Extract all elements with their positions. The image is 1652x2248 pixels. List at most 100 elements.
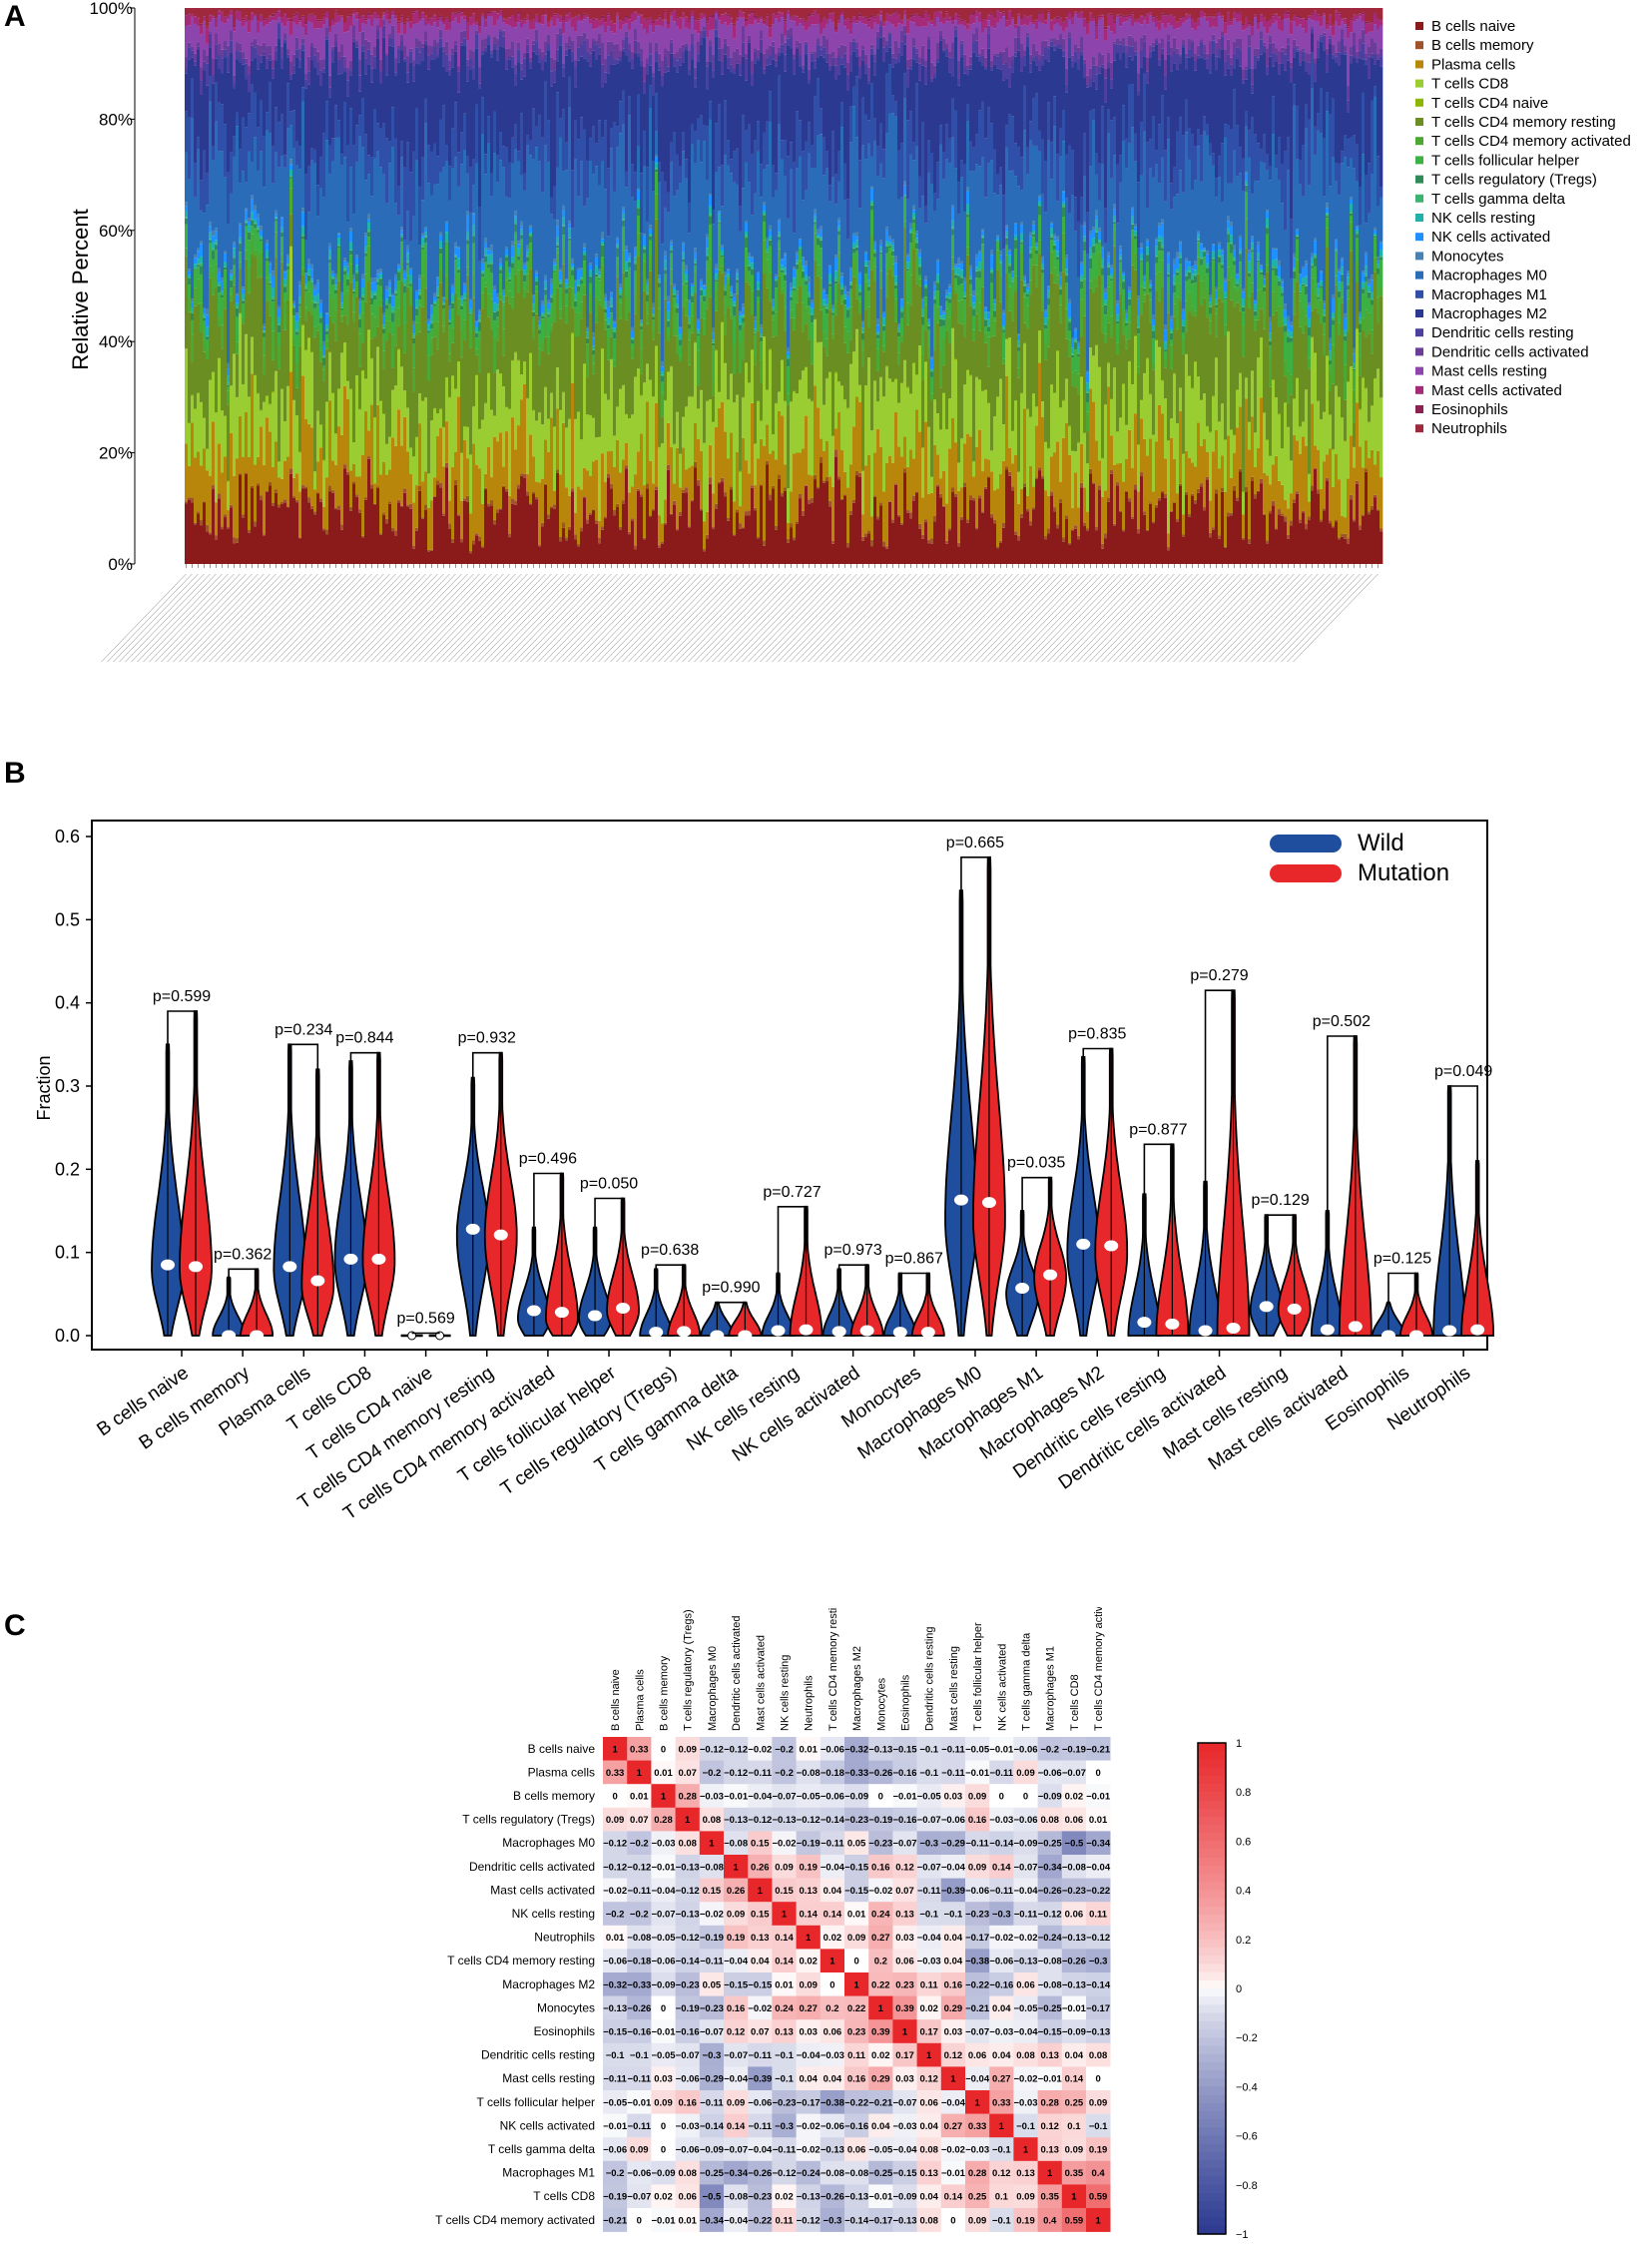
bar-segment bbox=[227, 172, 231, 225]
bar-segment bbox=[206, 335, 210, 337]
bar-segment bbox=[676, 530, 680, 564]
bar-segment bbox=[721, 256, 725, 258]
bar-segment bbox=[340, 154, 344, 166]
bar-segment bbox=[814, 222, 818, 225]
bar-segment bbox=[646, 323, 650, 364]
bar-segment bbox=[544, 15, 548, 42]
bar-segment bbox=[478, 428, 482, 430]
bar-segment bbox=[640, 348, 644, 374]
bar-segment bbox=[334, 464, 338, 508]
bar-segment bbox=[514, 449, 518, 501]
bar-segment bbox=[400, 234, 404, 237]
bar-segment bbox=[601, 308, 605, 349]
bar-segment bbox=[496, 182, 500, 293]
bar-segment bbox=[188, 25, 192, 43]
bar-segment bbox=[295, 24, 299, 38]
bar-segment bbox=[382, 368, 386, 414]
bar-segment bbox=[577, 15, 581, 21]
bar-segment bbox=[745, 281, 749, 363]
bar-segment bbox=[556, 367, 560, 409]
bar-segment bbox=[370, 82, 374, 158]
bar-segment bbox=[760, 484, 764, 486]
bar-segment bbox=[568, 76, 572, 108]
bar-segment bbox=[691, 44, 695, 60]
bar-segment bbox=[739, 372, 743, 471]
bar-segment bbox=[469, 212, 473, 299]
bar-segment bbox=[227, 19, 231, 46]
bar-segment bbox=[257, 69, 261, 128]
bar-segment bbox=[242, 117, 246, 172]
bar-segment bbox=[745, 26, 749, 54]
bar-segment bbox=[233, 25, 237, 28]
bar-segment bbox=[448, 60, 452, 70]
bar-segment bbox=[778, 8, 782, 12]
bar-segment bbox=[349, 250, 353, 256]
bar-segment bbox=[502, 8, 506, 19]
bar-segment bbox=[706, 534, 710, 539]
bar-segment bbox=[472, 243, 476, 274]
bar-segment bbox=[415, 298, 419, 308]
bar-segment bbox=[571, 258, 575, 264]
bar-segment bbox=[319, 85, 323, 158]
bar-segment bbox=[478, 339, 482, 373]
bar-segment bbox=[206, 43, 210, 56]
bar-segment bbox=[236, 59, 240, 113]
bar-segment bbox=[439, 8, 443, 16]
bar-segment bbox=[736, 18, 740, 22]
bar-segment bbox=[685, 8, 689, 17]
bar-segment bbox=[224, 267, 228, 268]
bar-segment bbox=[209, 266, 213, 279]
bar-segment bbox=[625, 413, 629, 415]
bar-segment bbox=[697, 385, 701, 409]
bar-segment bbox=[502, 295, 506, 302]
bar-segment bbox=[502, 289, 506, 291]
bar-segment bbox=[556, 253, 560, 288]
bar-segment bbox=[439, 408, 443, 428]
bar-segment bbox=[778, 219, 782, 222]
bar-segment bbox=[592, 38, 596, 42]
bar-segment bbox=[709, 444, 713, 478]
bar-segment bbox=[769, 494, 773, 501]
bar-segment bbox=[837, 253, 841, 283]
bar-segment bbox=[547, 336, 551, 354]
bar-segment bbox=[212, 272, 216, 295]
bar-segment bbox=[212, 146, 216, 161]
bar-segment bbox=[502, 303, 506, 305]
bar-segment bbox=[748, 510, 752, 516]
bar-segment bbox=[194, 23, 198, 54]
bar-segment bbox=[568, 12, 572, 20]
bar-segment bbox=[367, 64, 371, 156]
bar-segment bbox=[772, 13, 776, 15]
bar-segment bbox=[475, 533, 479, 536]
bar-segment bbox=[673, 335, 677, 444]
bar-segment bbox=[331, 490, 335, 493]
bar-segment bbox=[631, 8, 635, 13]
bar-segment bbox=[322, 357, 326, 366]
bar-segment bbox=[364, 74, 368, 135]
bar-segment bbox=[436, 27, 440, 43]
bar-segment bbox=[358, 18, 362, 33]
bar-segment bbox=[292, 54, 296, 66]
bar-segment bbox=[352, 10, 356, 12]
bar-segment bbox=[236, 542, 240, 564]
bar-segment bbox=[796, 452, 800, 522]
bar-segment bbox=[394, 72, 398, 77]
bar-segment bbox=[472, 8, 476, 14]
bar-segment bbox=[828, 13, 832, 14]
bar-segment bbox=[544, 41, 548, 55]
bar-segment bbox=[595, 143, 599, 167]
bar-segment bbox=[580, 280, 584, 284]
bar-segment bbox=[544, 336, 548, 387]
bar-segment bbox=[409, 290, 413, 306]
bar-segment bbox=[484, 255, 488, 257]
bar-segment bbox=[505, 246, 509, 250]
bar-segment bbox=[742, 527, 746, 529]
bar-segment bbox=[598, 47, 602, 55]
bar-segment bbox=[418, 423, 422, 486]
bar-segment bbox=[316, 493, 320, 564]
bar-segment bbox=[772, 434, 776, 451]
bar-segment bbox=[724, 276, 728, 285]
bar-segment bbox=[427, 551, 431, 564]
bar-segment bbox=[784, 54, 788, 72]
bar-segment bbox=[478, 33, 482, 68]
